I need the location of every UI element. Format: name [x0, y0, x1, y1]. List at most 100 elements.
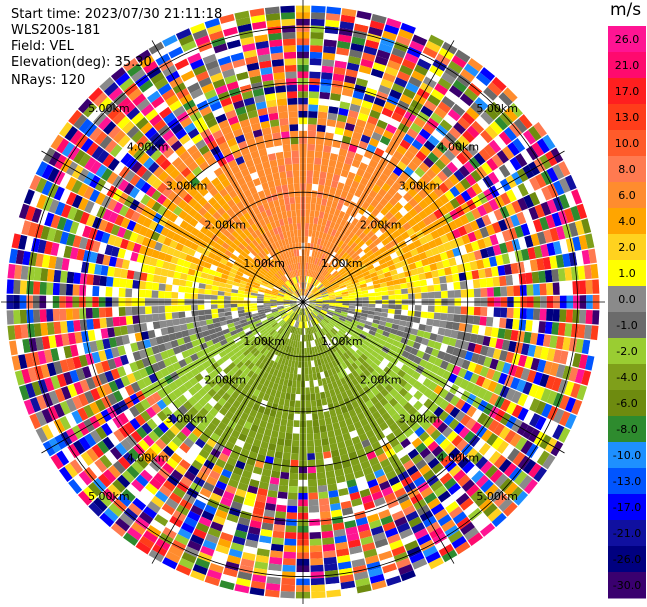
velocity-bin [107, 234, 117, 246]
velocity-bin [326, 287, 334, 292]
velocity-bin [403, 202, 414, 212]
velocity-bin [15, 249, 25, 265]
velocity-bin [320, 246, 326, 254]
velocity-bin [383, 402, 393, 412]
velocity-bin [28, 252, 38, 267]
velocity-bin [324, 132, 334, 140]
velocity-bin [425, 424, 437, 436]
velocity-bin [215, 458, 227, 469]
velocity-bin [201, 330, 210, 337]
velocity-bin [50, 214, 61, 229]
velocity-bin [304, 308, 307, 315]
velocity-bin [418, 358, 428, 368]
velocity-bin [514, 225, 524, 238]
velocity-bin [310, 360, 315, 368]
velocity-bin [305, 289, 309, 297]
velocity-bin [195, 139, 207, 150]
velocity-bin [232, 317, 240, 323]
velocity-bin [406, 227, 416, 237]
velocity-bin [154, 514, 169, 527]
velocity-bin [309, 545, 323, 553]
velocity-bin [145, 108, 159, 122]
velocity-bin [364, 472, 376, 482]
velocity-bin [327, 165, 336, 174]
velocity-bin [322, 239, 329, 248]
velocity-bin [376, 354, 385, 363]
velocity-bin [338, 330, 345, 337]
velocity-bin [263, 379, 271, 388]
velocity-bin [151, 345, 161, 355]
velocity-bin [452, 273, 460, 282]
velocity-bin [315, 137, 325, 146]
velocity-bin [186, 448, 199, 460]
velocity-bin [416, 177, 428, 189]
velocity-bin [344, 519, 357, 529]
velocity-bin [308, 306, 314, 311]
velocity-bin [214, 326, 223, 333]
velocity-bin [372, 62, 387, 73]
velocity-bin [400, 570, 416, 582]
velocity-bin [58, 466, 73, 483]
velocity-bin [344, 472, 356, 482]
velocity-bin [125, 315, 134, 325]
velocity-bin [328, 235, 335, 243]
velocity-bin [535, 400, 547, 415]
velocity-bin [497, 372, 508, 385]
velocity-bin [348, 305, 356, 309]
velocity-bin [170, 123, 184, 135]
velocity-bin [435, 261, 444, 270]
velocity-bin [35, 253, 44, 268]
velocity-bin [311, 250, 316, 258]
velocity-bin [270, 296, 278, 299]
velocity-bin [381, 411, 392, 422]
velocity-bin [351, 36, 366, 46]
velocity-bin [355, 476, 367, 486]
velocity-bin [429, 262, 438, 271]
velocity-bin [540, 201, 552, 216]
velocity-bin [558, 410, 571, 427]
velocity-bin [305, 262, 309, 270]
velocity-bin [356, 273, 364, 280]
velocity-bin [178, 384, 188, 395]
velocity-bin [115, 517, 131, 532]
velocity-bin [412, 341, 421, 350]
velocity-bin [330, 146, 340, 155]
velocity-bin [188, 187, 199, 198]
velocity-bin [341, 8, 357, 17]
velocity-bin [337, 340, 344, 348]
velocity-bin [520, 248, 530, 261]
velocity-bin [585, 355, 595, 371]
velocity-bin [311, 5, 326, 13]
velocity-bin [56, 138, 70, 154]
velocity-bin [90, 388, 101, 401]
velocity-bin [162, 175, 174, 187]
velocity-bin [445, 90, 460, 104]
velocity-bin [394, 516, 408, 528]
velocity-bin [252, 192, 260, 201]
velocity-bin [495, 338, 504, 350]
velocity-bin [542, 454, 556, 470]
velocity-bin [358, 529, 372, 539]
velocity-bin [135, 359, 145, 370]
velocity-bin [427, 312, 435, 319]
velocity-bin [316, 300, 323, 302]
velocity-bin [263, 462, 273, 471]
velocity-bin [197, 206, 208, 217]
velocity-bin [193, 251, 202, 259]
velocity-bin [198, 216, 208, 226]
velocity-bin [440, 283, 448, 291]
velocity-bin [330, 279, 337, 285]
velocity-bin [162, 112, 176, 124]
velocity-bin [308, 276, 312, 284]
velocity-bin [349, 491, 361, 501]
velocity-bin [140, 103, 155, 117]
velocity-bin [442, 336, 451, 345]
velocity-bin [373, 97, 386, 108]
velocity-bin [73, 209, 84, 223]
velocity-bin [468, 156, 481, 170]
velocity-bin [447, 482, 461, 496]
velocity-bin [545, 214, 556, 229]
velocity-bin [96, 440, 110, 455]
velocity-bin [131, 479, 145, 493]
velocity-bin [272, 423, 280, 432]
